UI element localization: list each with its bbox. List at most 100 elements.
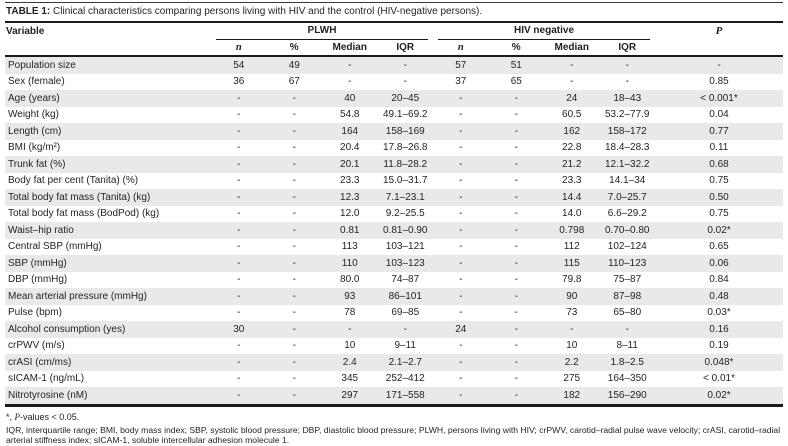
data-cell: -: [459, 389, 463, 401]
data-cell: -: [514, 340, 518, 352]
data-cell: -: [459, 175, 463, 187]
table-title: TABLE 1: Clinical characteristics compar…: [5, 3, 783, 21]
data-cell: -: [514, 191, 518, 203]
data-cell: 9.2–25.5: [385, 208, 425, 220]
data-cell: -: [403, 59, 407, 71]
variable-cell: Sex (female): [8, 76, 65, 88]
data-cell: -: [514, 257, 518, 269]
data-cell: 69–85: [391, 307, 420, 319]
table-row: Waist–hip ratio - - 0.81 0.81–0.90 - - 0…: [5, 222, 783, 239]
data-cell: -: [348, 323, 352, 335]
data-cell: 115: [563, 257, 580, 269]
data-cell: 110–123: [608, 257, 647, 269]
data-cell: 297: [341, 389, 359, 401]
data-cell: -: [292, 340, 296, 352]
data-cell: 30: [233, 323, 245, 335]
table-row: Mean arterial pressure (mmHg) - - 93 86–…: [5, 288, 783, 305]
subheader-iqr-hiv: IQR: [618, 42, 637, 53]
data-cell: 37: [455, 76, 467, 88]
table-row: sICAM-1 (ng/mL) - - 345 252–412 - - 275 …: [5, 371, 783, 388]
top-rule: [5, 2, 783, 3]
table-row: Total body fat mass (BodPod) (kg) - - 12…: [5, 206, 783, 223]
data-cell: 113: [341, 241, 358, 253]
data-cell: -: [459, 191, 463, 203]
variable-cell: Total body fat mass (Tanita) (kg): [8, 191, 151, 203]
data-cell: -: [514, 175, 518, 187]
data-cell: -: [459, 356, 463, 368]
data-cell: 182: [563, 389, 581, 401]
data-cell: -: [459, 224, 463, 236]
data-cell: 252–412: [385, 373, 425, 385]
data-cell: 10: [566, 340, 578, 352]
data-cell: 23.3: [340, 175, 360, 187]
table-row: Alcohol consumption (yes) 30 - - - 24 - …: [5, 321, 783, 338]
data-cell: 2.1–2.7: [388, 356, 422, 368]
group-header-hiv-negative: HIV negative: [438, 23, 650, 40]
data-cell: 18.4–28.3: [605, 142, 650, 154]
data-cell: 1.8–2.5: [610, 356, 644, 368]
data-cell: -: [570, 59, 574, 71]
data-cell: -: [292, 323, 296, 335]
data-cell: -: [514, 92, 518, 104]
data-cell: -: [459, 208, 463, 220]
data-cell: 20.4: [340, 142, 360, 154]
footnote-significance: *, P-values < 0.05.: [5, 412, 783, 422]
data-cell: 14.0: [562, 208, 582, 220]
data-cell: -: [292, 389, 296, 401]
p-value-cell: 0.04: [709, 109, 729, 121]
variable-cell: Trunk fat (%): [8, 158, 66, 170]
data-cell: 0.798: [559, 224, 585, 236]
table-row: Population size 54 49 - - 57 51 - - -: [5, 57, 783, 74]
data-cell: -: [514, 109, 518, 121]
data-cell: -: [237, 158, 241, 170]
column-header-p: P: [715, 25, 723, 37]
data-cell: 162: [563, 125, 581, 137]
variable-cell: Nitrotyrosine (nM): [8, 389, 88, 401]
p-value-cell: 0.048*: [704, 356, 734, 368]
subheader-rule: [5, 55, 783, 57]
data-cell: 102–124: [607, 241, 647, 253]
data-cell: -: [459, 158, 463, 170]
data-cell: -: [514, 208, 518, 220]
p-value-cell: 0.68: [709, 158, 729, 170]
data-cell: 65: [510, 76, 522, 88]
data-cell: -: [459, 92, 463, 104]
data-cell: 75–87: [613, 274, 642, 286]
data-cell: 57: [455, 59, 467, 71]
data-cell: -: [292, 290, 296, 302]
data-cell: 24: [566, 92, 578, 104]
data-cell: -: [292, 158, 296, 170]
table-row: Sex (female) 36 67 - - 37 65 - - 0.85: [5, 74, 783, 91]
data-cell: 79.8: [562, 274, 582, 286]
data-cell: 14.1–34: [609, 175, 646, 187]
data-cell: -: [292, 356, 296, 368]
p-value-cell: 0.75: [709, 208, 729, 220]
data-cell: 53.2–77.9: [605, 109, 650, 121]
p-value-cell: 0.02*: [707, 224, 731, 236]
variable-cell: Age (years): [8, 92, 60, 104]
table-row: Total body fat mass (Tanita) (kg) - - 12…: [5, 189, 783, 206]
data-cell: -: [570, 76, 574, 88]
data-cell: 49.1–69.2: [383, 109, 428, 121]
data-cell: 0.81–0.90: [383, 224, 428, 236]
table-row: DBP (mmHg) - - 80.0 74–87 - - 79.8 75–87…: [5, 272, 783, 289]
data-cell: 8–11: [616, 340, 638, 352]
table-row: Age (years) - - 40 20–45 - - 24 18–43 < …: [5, 90, 783, 107]
table-row: Central SBP (mmHg) - - 113 103–121 - - 1…: [5, 239, 783, 256]
data-cell: 12.1–32.2: [605, 158, 650, 170]
data-cell: -: [459, 307, 463, 319]
p-value-cell: 0.16: [709, 323, 729, 335]
data-cell: -: [237, 125, 241, 137]
p-value-cell: < 0.01*: [703, 373, 735, 385]
data-cell: -: [459, 274, 463, 286]
variable-cell: crASI (cm/ms): [8, 356, 72, 368]
data-cell: 86–101: [388, 290, 422, 302]
variable-cell: Population size: [8, 59, 76, 71]
variable-cell: Weight (kg): [8, 109, 59, 121]
footnote-sig-prefix: *,: [6, 411, 15, 422]
data-cell: 22.8: [562, 142, 582, 154]
data-cell: 80.0: [340, 274, 360, 286]
data-cell: -: [459, 373, 463, 385]
p-value-cell: 0.06: [709, 257, 729, 269]
data-cell: -: [514, 274, 518, 286]
